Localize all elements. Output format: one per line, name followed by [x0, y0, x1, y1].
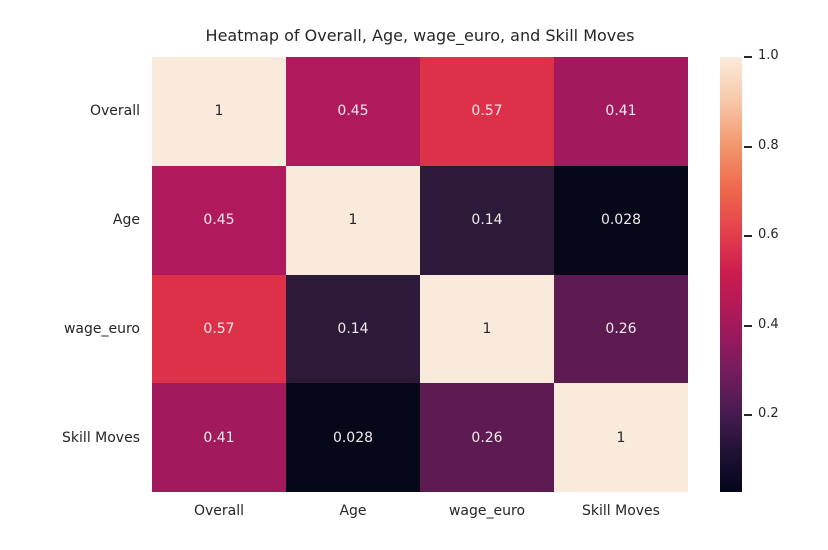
y-tick-label-Skill Moves: Skill Moves [62, 429, 140, 446]
x-tick-label-Age: Age [339, 503, 367, 519]
cell-annotation: 1 [214, 103, 224, 120]
cell-annotation: 0.26 [471, 429, 503, 446]
x-axis: Overall Age wage_euro Skill Moves [152, 503, 688, 525]
cell-annotation: 0.14 [337, 320, 369, 337]
heatmap-cell-Overall-Overall: 1 [152, 57, 286, 166]
cell-annotation: 1 [348, 212, 358, 229]
cell-annotation: 1 [482, 320, 492, 337]
cell-annotation: 0.028 [600, 212, 642, 229]
heatmap-cell-Overall-wage_euro: 0.57 [420, 57, 554, 166]
heatmap-cell-Skill Moves-Skill Moves: 1 [554, 383, 688, 492]
cell-annotation: 0.41 [203, 429, 235, 446]
colorbar-tick-mark [744, 145, 752, 148]
colorbar-ticks: 1.0 0.8 0.6 0.4 0.2 [742, 48, 822, 492]
heatmap-cell-Age-Age: 1 [286, 165, 420, 275]
x-tick-label-Skill Moves: Skill Moves [582, 503, 660, 519]
colorbar-tick-mark [744, 324, 752, 327]
cell-annotation: 0.57 [471, 103, 503, 120]
x-tick-label-wage_euro: wage_euro [448, 503, 526, 519]
cell-annotation: 1 [616, 429, 626, 446]
heatmap-grid: 1 0.45 0.57 0.41 0.45 1 0.14 0.028 0.57 0.14 1 0.26… [152, 57, 688, 492]
colorbar-tick-mark [744, 414, 752, 417]
cell-annotation: 0.028 [332, 429, 374, 446]
x-tick-label-Overall: Overall [193, 503, 245, 519]
cell-annotation: 0.45 [203, 212, 235, 229]
colorbar-tick-label: 0.8 [758, 137, 779, 153]
y-axis: Overall Age wage_euro Skill Moves [0, 57, 140, 492]
y-tick-label-Age: Age [112, 212, 140, 229]
colorbar-tick-label: 0.4 [758, 316, 779, 332]
colorbar-tick-label: 0.6 [758, 227, 779, 242]
colorbar-tick-label: 1.0 [758, 48, 779, 63]
y-tick-label-wage_euro: wage_euro [63, 320, 140, 337]
heatmap-cell-wage_euro-wage_euro: 1 [420, 274, 554, 384]
cell-annotation: 0.57 [203, 320, 235, 337]
cell-annotation: 0.45 [337, 103, 369, 120]
cell-annotation: 0.14 [471, 212, 503, 229]
heatmap-cell-Age-wage_euro: 0.14 [420, 165, 554, 275]
heatmap-cell-Skill Moves-wage_euro: 0.26 [420, 383, 554, 492]
heatmap-cell-Skill Moves-Overall: 0.41 [152, 383, 286, 492]
heatmap-cell-wage_euro-Overall: 0.57 [152, 274, 286, 384]
heatmap-cell-Overall-Skill Moves: 0.41 [554, 57, 688, 166]
cell-annotation: 0.41 [605, 103, 637, 120]
chart-title: Heatmap of Overall, Age, wage_euro, and … [205, 26, 635, 45]
colorbar-tick-mark [744, 235, 752, 237]
colorbar [720, 57, 742, 492]
heatmap-cell-Age-Skill Moves: 0.028 [554, 165, 688, 275]
colorbar-tick-mark [744, 56, 752, 58]
heatmap-cell-wage_euro-Skill Moves: 0.26 [554, 274, 688, 384]
heatmap-cell-wage_euro-Age: 0.14 [286, 274, 420, 384]
colorbar-tick-label: 0.2 [758, 406, 779, 422]
heatmap-cell-Age-Overall: 0.45 [152, 165, 286, 275]
heatmap-cell-Overall-Age: 0.45 [286, 57, 420, 166]
cell-annotation: 0.26 [605, 320, 637, 337]
heatmap-cell-Skill Moves-Age: 0.028 [286, 383, 420, 492]
y-tick-label-Overall: Overall [89, 103, 140, 120]
